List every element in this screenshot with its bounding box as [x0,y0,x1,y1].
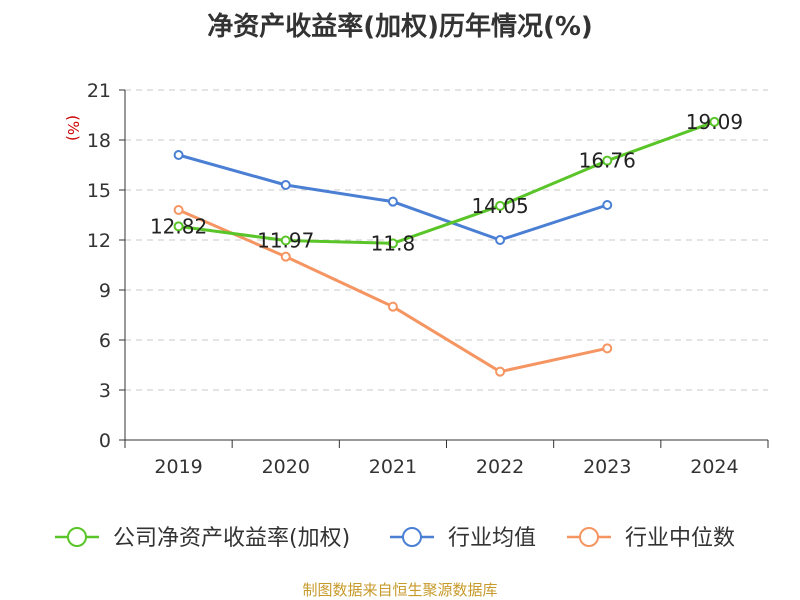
data-point[interactable] [280,235,291,246]
x-tick-label: 2024 [690,456,738,478]
data-label: 14.05 [471,194,528,218]
data-point[interactable] [709,116,720,127]
data-point[interactable] [173,205,184,215]
legend-marker [579,527,599,547]
data-point[interactable] [495,200,506,211]
data-point[interactable] [173,150,184,160]
series-line-0 [178,120,715,245]
chart-title: 净资产收益率(加权)历年情况(%) [207,12,593,42]
data-label: 16.76 [579,149,636,173]
data-point[interactable] [387,196,398,207]
legend-item-0[interactable]: 公司净资产收益率(加权) [55,526,350,551]
y-tick-label: 12 [87,230,111,252]
data-label: 19.09 [686,110,743,134]
y-tick-label: 0 [99,430,111,452]
x-tick-label: 2019 [154,456,202,478]
y-tick-label: 6 [99,330,111,352]
x-tick-label: 2021 [369,456,417,478]
legend-marker [402,527,422,547]
data-point[interactable] [602,200,613,210]
data-label: 11.8 [371,231,416,255]
legend[interactable]: 公司净资产收益率(加权) 行业均值 行业中位数 [55,526,735,551]
x-tick-label: 2023 [583,456,631,478]
data-label: 11.97 [257,229,314,253]
axes: 0 3 6 9 12 15 18 21 2019 2020 2021 2022 2023 2024 [87,80,769,478]
data-point[interactable] [387,238,398,249]
y-axis-label: (%) [64,115,82,141]
data-point[interactable] [387,301,398,312]
data-label: 12.82 [150,214,207,238]
y-tick-label: 18 [87,130,111,152]
y-tick-label: 15 [87,180,111,202]
legend-label: 行业中位数 [625,526,735,551]
grid-lines [125,89,768,391]
legend-label: 公司净资产收益率(加权) [113,526,350,551]
legend-item-1[interactable]: 行业均值 [390,526,536,551]
data-labels: 12.82 11.97 11.8 14.05 16.76 19.09 [150,110,743,256]
x-tick-label: 2020 [262,456,310,478]
data-point[interactable] [602,343,613,354]
data-point[interactable] [280,180,291,190]
legend-item-2[interactable]: 行业中位数 [567,526,735,551]
legend-label: 行业均值 [448,526,536,551]
y-tick-label: 3 [99,380,111,402]
x-tick-label: 2022 [476,456,524,478]
legend-marker [67,527,87,547]
source-note: 制图数据来自恒生聚源数据库 [302,581,498,599]
y-tick-label: 9 [99,280,111,302]
data-point[interactable] [495,366,506,377]
y-tick-label: 21 [87,80,111,102]
data-point[interactable] [280,251,291,262]
data-point[interactable] [173,221,184,232]
data-point[interactable] [495,235,506,245]
series-lines [173,116,720,377]
data-point[interactable] [602,155,613,166]
